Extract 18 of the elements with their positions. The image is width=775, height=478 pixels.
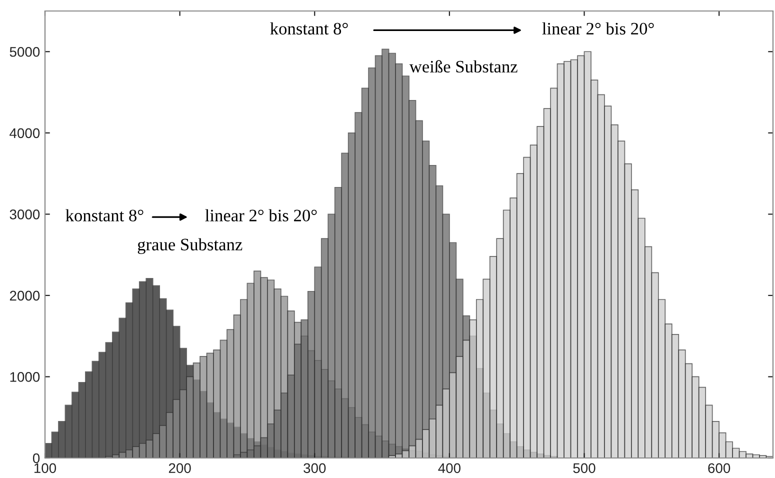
y-tick-label: 1000 (10, 372, 40, 382)
y-tick-label: 3000 (10, 210, 40, 220)
x-tick-label: 500 (573, 463, 596, 474)
annotation: linear 2° bis 20° (205, 209, 317, 222)
x-tick-label: 200 (168, 463, 191, 474)
annotation: graue Substanz (138, 238, 242, 254)
y-tick-label: 4000 (10, 128, 40, 138)
x-tick-label: 300 (304, 463, 326, 474)
annotation: linear 2° bis 20° (542, 22, 654, 35)
annotation: konstant 8° (270, 22, 348, 35)
x-tick-label: 100 (34, 463, 56, 474)
y-tick-label: 2000 (10, 290, 40, 301)
annotation: weiße Substanz (409, 60, 518, 73)
x-tick-label: 400 (438, 463, 460, 474)
y-tick-label: 5000 (10, 46, 40, 57)
y-tick-label: 0 (32, 453, 40, 464)
annotation: konstant 8° (66, 209, 144, 222)
x-tick-label: 600 (708, 463, 730, 474)
